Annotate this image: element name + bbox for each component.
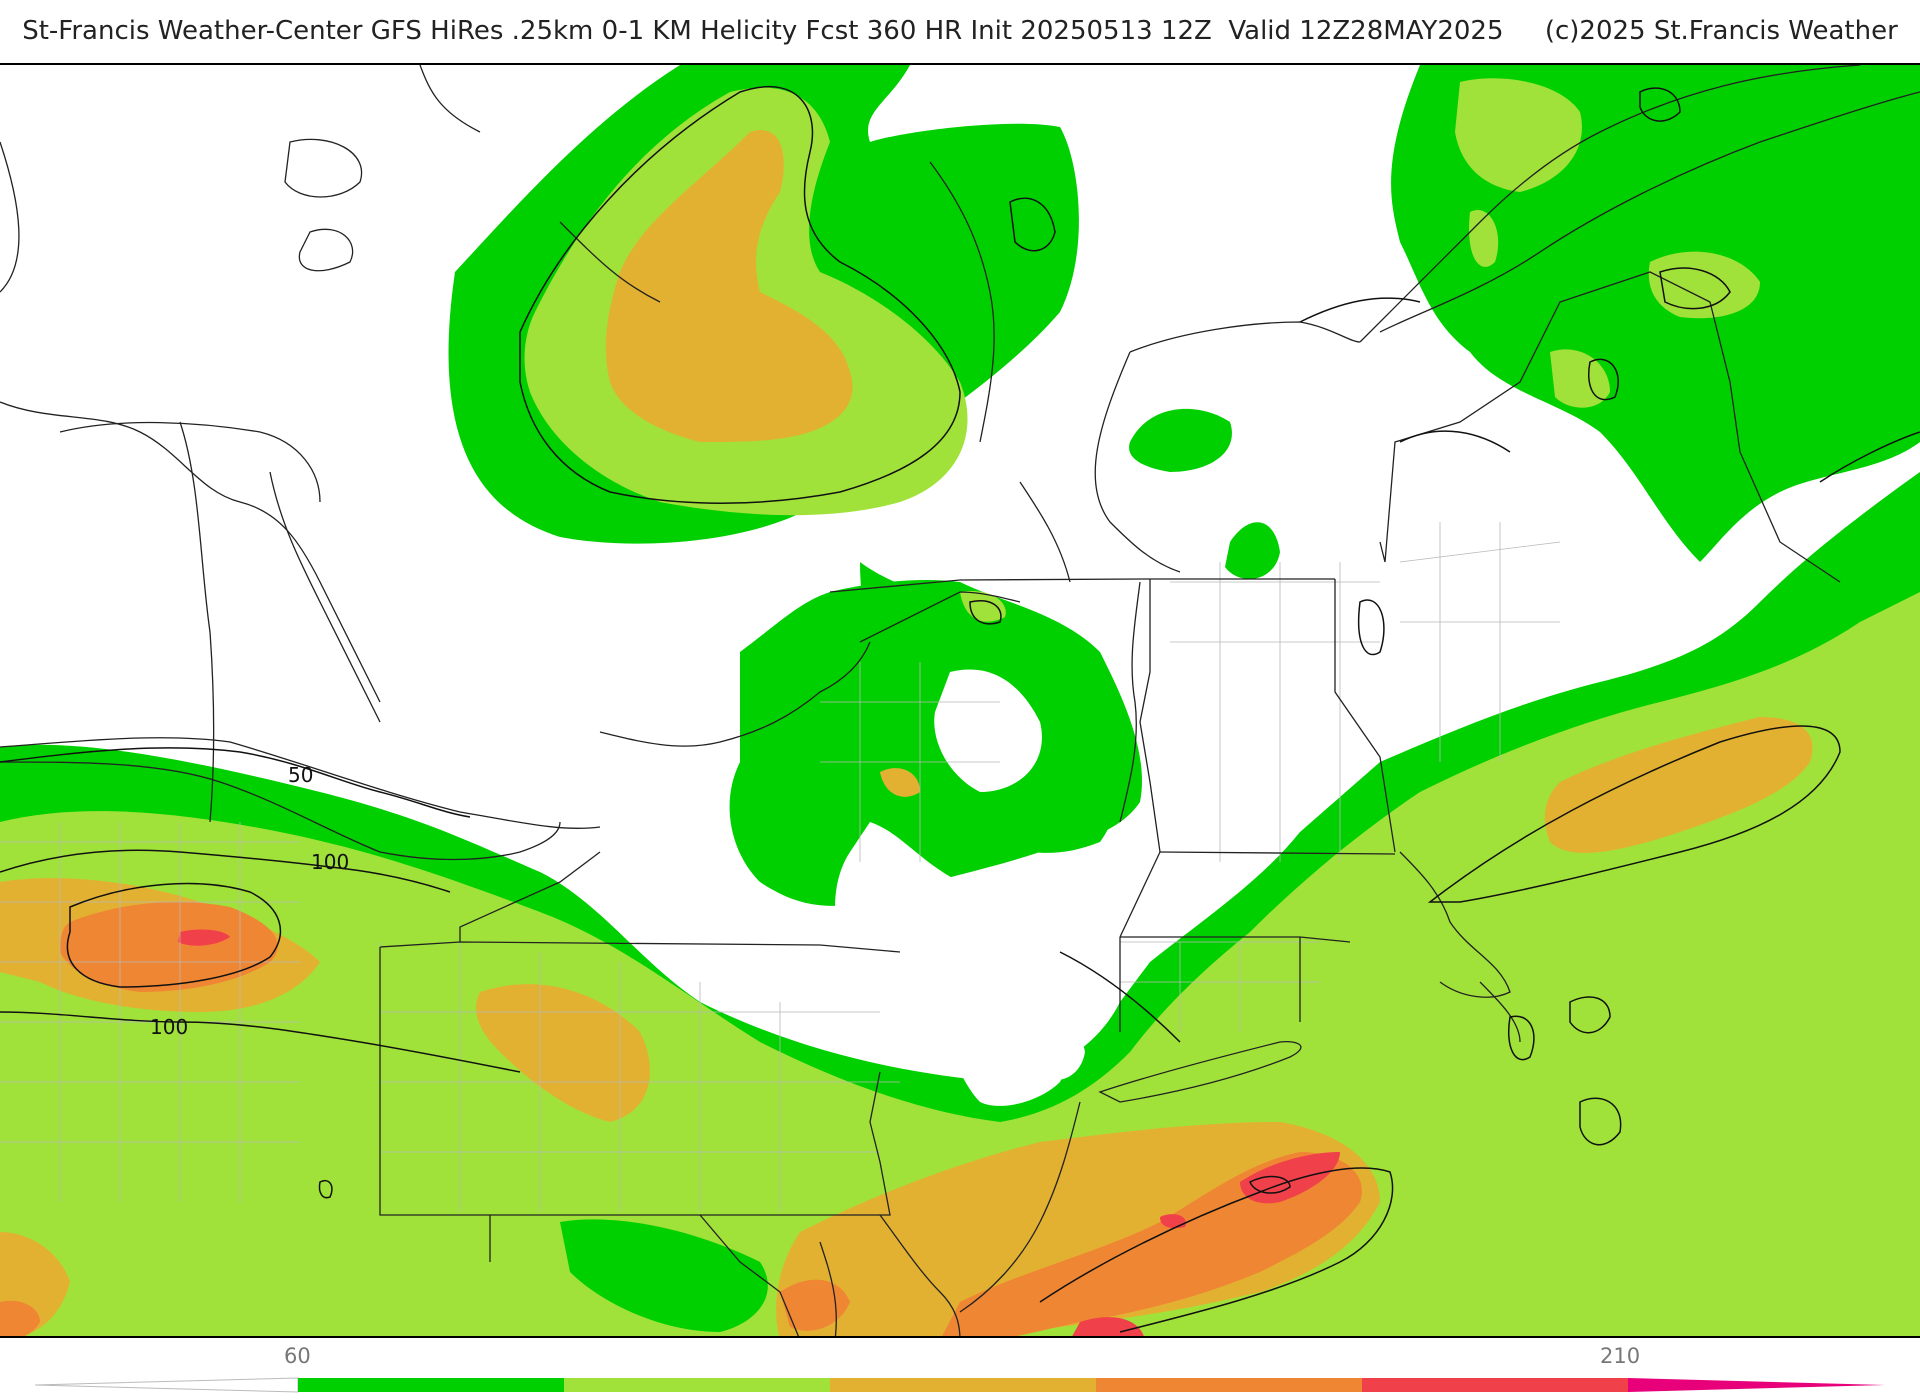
contour-label-50: 50 [288,763,313,787]
colorbar-bin [1096,1378,1362,1392]
colorbar-tick-label-high: 210 [1600,1344,1641,1368]
colorbar [34,1377,1885,1393]
helicity-contours [0,86,1920,1333]
helicity-map: 50 100 100 [0,65,1920,1336]
county-lines [0,522,1561,1212]
colorbar-tick-label-low: 60 [284,1344,311,1368]
colorbar-bin [1362,1378,1628,1392]
map-title: St-Francis Weather-Center GFS HiRes .25k… [22,16,1898,46]
contour-labels: 50 100 100 [150,763,349,1039]
contour-label-100-upper: 100 [311,850,349,874]
contour-label-100-lower: 100 [150,1015,188,1039]
colorbar-extend-low [34,1377,299,1393]
map-panel: 50 100 100 [0,63,1920,1338]
helicity-fill-holes-2 [560,1219,768,1332]
colorbar-bin [830,1378,1096,1392]
colorbar-bin [298,1378,564,1392]
state-borders [0,65,1920,1336]
colorbar-extend-high [1628,1378,1885,1392]
colorbar-bin [564,1378,830,1392]
